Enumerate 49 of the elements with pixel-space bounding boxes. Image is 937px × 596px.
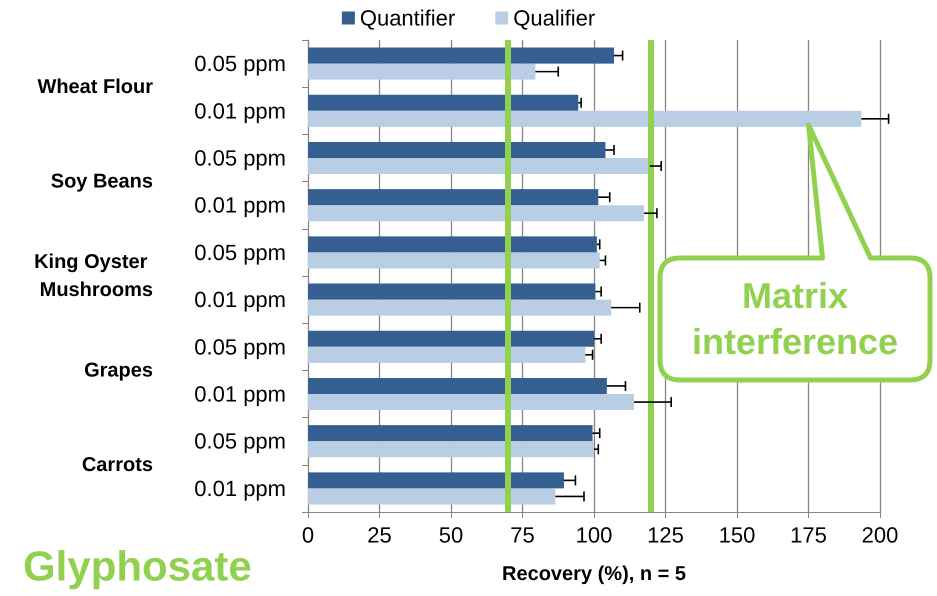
bar (308, 488, 556, 504)
bar (308, 110, 862, 127)
bar (308, 158, 650, 174)
x-axis-title: Recovery (%), n = 5 (502, 563, 686, 585)
x-tick-label: 200 (862, 522, 898, 548)
bar (308, 472, 564, 488)
y-tick-label: 0.01 ppm (194, 192, 286, 218)
bar (308, 284, 596, 300)
y-tick-label: 0.01 ppm (194, 287, 286, 312)
y-tick-label: 0.05 ppm (194, 51, 286, 76)
text: Wheat Flour (37, 76, 154, 98)
text: Soy Beans (50, 170, 153, 193)
annotation: Matrix interference (690, 274, 900, 364)
text: Grapes (84, 359, 153, 382)
x-tick-label: 50 (438, 522, 464, 548)
bar (308, 346, 586, 363)
bar (308, 48, 614, 64)
bar (308, 300, 612, 316)
x-tick-label: 150 (718, 522, 756, 548)
text: Carrots (82, 454, 153, 476)
x-tick-label: 25 (367, 522, 392, 548)
y-tick-label: 0.05 ppm (194, 146, 286, 170)
x-tick-label: 175 (790, 522, 827, 548)
x-tick-label: 0 (302, 522, 314, 548)
bar (308, 189, 598, 206)
y-tick-label: 0.01 ppm (194, 98, 286, 124)
bar (308, 425, 593, 442)
bar (308, 441, 594, 458)
x-tick-label: 100 (576, 522, 612, 548)
bar (308, 394, 634, 410)
bar (308, 94, 578, 111)
x-tick-label: 75 (510, 522, 535, 548)
y-tick-label: 0.05 ppm (194, 240, 286, 265)
text: King Oyster Mushrooms (34, 251, 153, 301)
y-tick-label: 0.05 ppm (194, 334, 286, 360)
y-tick-label: 0.05 ppm (194, 428, 286, 454)
bar (308, 205, 644, 222)
bar (308, 252, 600, 268)
text: Glyphosate (23, 542, 252, 590)
y-tick-label: 0.01 ppm (194, 382, 286, 406)
legend-label: Quantifier (360, 6, 456, 30)
y-tick-label: 0.01 ppm (194, 476, 286, 501)
legend-label: Qualifier (513, 6, 596, 30)
bar (308, 236, 597, 252)
x-tick-label: 125 (647, 522, 684, 548)
bar (308, 330, 594, 347)
bar (308, 64, 536, 80)
bar (308, 142, 606, 158)
bar (308, 378, 607, 394)
